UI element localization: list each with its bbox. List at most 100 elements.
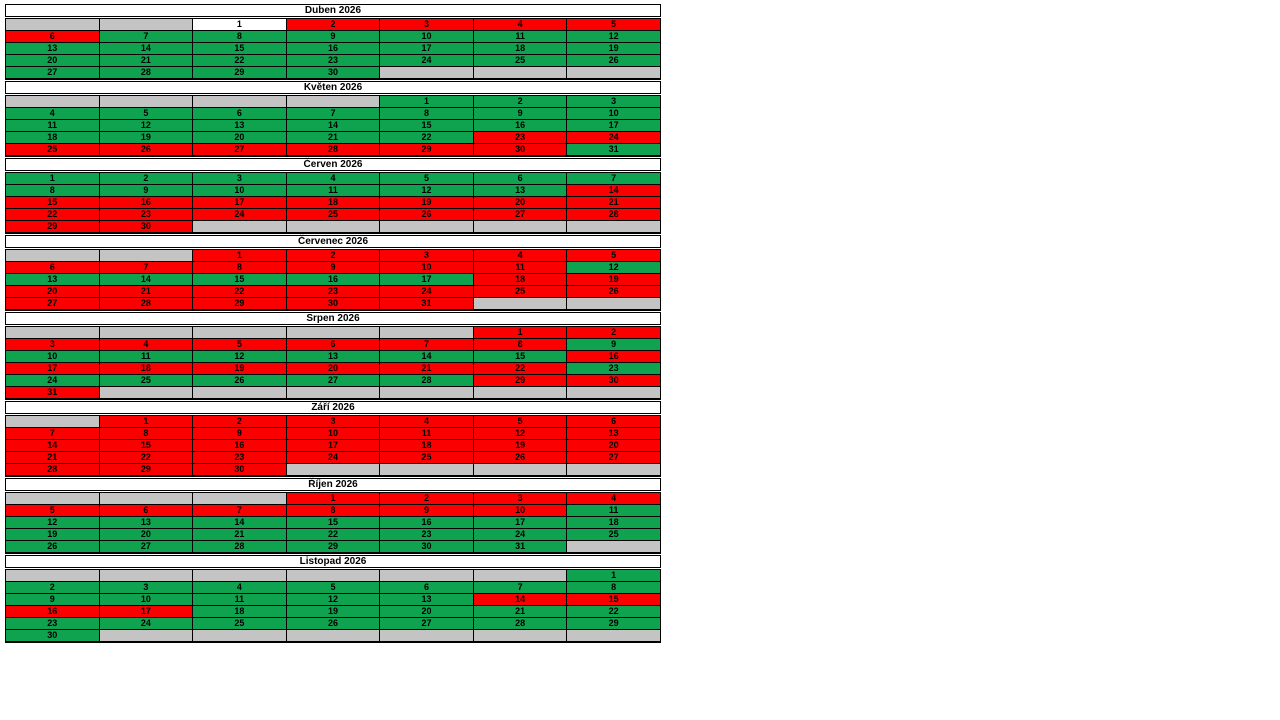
day-cell[interactable]: 6 [5, 30, 100, 43]
month-title[interactable]: Listopad 2026 [5, 555, 661, 568]
day-cell[interactable]: 14 [192, 516, 287, 529]
empty-cell[interactable] [379, 569, 474, 582]
day-cell[interactable]: 29 [566, 617, 661, 630]
empty-cell[interactable] [285, 463, 381, 477]
day-cell[interactable]: 18 [472, 273, 568, 286]
empty-cell[interactable] [379, 66, 474, 80]
day-cell[interactable]: 25 [566, 528, 661, 541]
day-cell[interactable]: 6 [98, 504, 194, 517]
day-cell[interactable]: 15 [285, 516, 381, 529]
day-cell[interactable]: 7 [472, 581, 568, 594]
day-cell[interactable]: 20 [5, 54, 100, 67]
day-cell[interactable]: 28 [98, 66, 194, 80]
day-cell[interactable]: 5 [5, 504, 100, 517]
day-cell[interactable]: 15 [192, 42, 287, 55]
day-cell[interactable]: 28 [98, 297, 194, 311]
day-cell[interactable]: 7 [285, 107, 381, 120]
day-cell[interactable]: 26 [285, 617, 381, 630]
day-cell[interactable]: 30 [285, 66, 381, 80]
day-cell[interactable]: 16 [98, 196, 194, 209]
day-cell[interactable]: 24 [285, 451, 381, 464]
day-cell[interactable]: 4 [5, 107, 100, 120]
day-cell[interactable]: 10 [379, 30, 474, 43]
day-cell[interactable]: 1 [566, 569, 661, 582]
day-cell[interactable]: 2 [98, 172, 194, 185]
day-cell[interactable]: 22 [5, 208, 100, 221]
day-cell[interactable]: 27 [5, 66, 100, 80]
empty-cell[interactable] [285, 629, 381, 643]
day-cell[interactable]: 4 [566, 492, 661, 505]
day-cell[interactable]: 16 [285, 273, 381, 286]
day-cell[interactable]: 8 [192, 261, 287, 274]
day-cell[interactable]: 5 [192, 338, 287, 351]
day-cell[interactable]: 11 [98, 350, 194, 363]
day-cell[interactable]: 12 [5, 516, 100, 529]
day-cell[interactable]: 13 [285, 350, 381, 363]
empty-cell[interactable] [5, 326, 100, 339]
empty-cell[interactable] [285, 95, 381, 108]
day-cell[interactable]: 10 [285, 427, 381, 440]
day-cell[interactable]: 20 [285, 362, 381, 375]
empty-cell[interactable] [5, 95, 100, 108]
day-cell[interactable]: 11 [192, 593, 287, 606]
day-cell[interactable]: 4 [472, 249, 568, 262]
day-cell[interactable]: 5 [472, 415, 568, 428]
day-cell[interactable]: 3 [192, 172, 287, 185]
day-cell[interactable]: 24 [192, 208, 287, 221]
day-cell[interactable]: 28 [5, 463, 100, 477]
day-cell[interactable]: 15 [472, 350, 568, 363]
month-title[interactable]: Květen 2026 [5, 81, 661, 94]
empty-cell[interactable] [98, 492, 194, 505]
day-cell[interactable]: 1 [472, 326, 568, 339]
day-cell[interactable]: 13 [379, 593, 474, 606]
day-cell[interactable]: 15 [5, 196, 100, 209]
day-cell[interactable]: 30 [192, 463, 287, 477]
day-cell[interactable]: 26 [192, 374, 287, 387]
day-cell[interactable]: 2 [379, 492, 474, 505]
empty-cell[interactable] [192, 326, 287, 339]
day-cell[interactable]: 8 [285, 504, 381, 517]
day-cell[interactable]: 9 [98, 184, 194, 197]
day-cell[interactable]: 25 [472, 285, 568, 298]
day-cell[interactable]: 17 [5, 362, 100, 375]
day-cell[interactable]: 23 [285, 54, 381, 67]
day-cell[interactable]: 25 [98, 374, 194, 387]
day-cell[interactable]: 17 [566, 119, 661, 132]
empty-cell[interactable] [566, 463, 661, 477]
day-cell[interactable]: 16 [192, 439, 287, 452]
day-cell[interactable]: 21 [192, 528, 287, 541]
day-cell[interactable]: 12 [192, 350, 287, 363]
empty-cell[interactable] [192, 386, 287, 400]
day-cell[interactable]: 13 [566, 427, 661, 440]
day-cell[interactable]: 27 [566, 451, 661, 464]
day-cell[interactable]: 28 [472, 617, 568, 630]
day-cell[interactable]: 6 [192, 107, 287, 120]
empty-cell[interactable] [5, 249, 100, 262]
day-cell[interactable]: 15 [192, 273, 287, 286]
empty-cell[interactable] [98, 326, 194, 339]
day-cell[interactable]: 7 [379, 338, 474, 351]
day-cell[interactable]: 1 [98, 415, 194, 428]
day-cell[interactable]: 17 [192, 196, 287, 209]
day-cell[interactable]: 25 [5, 143, 100, 157]
empty-cell[interactable] [472, 629, 568, 643]
day-cell[interactable]: 27 [98, 540, 194, 554]
day-cell[interactable]: 14 [98, 42, 194, 55]
day-cell[interactable]: 18 [5, 131, 100, 144]
empty-cell[interactable] [472, 386, 568, 400]
day-cell[interactable]: 21 [379, 362, 474, 375]
empty-cell[interactable] [472, 463, 568, 477]
day-cell[interactable]: 12 [98, 119, 194, 132]
day-cell[interactable]: 22 [98, 451, 194, 464]
empty-cell[interactable] [192, 492, 287, 505]
day-cell[interactable]: 17 [379, 42, 474, 55]
day-cell[interactable]: 17 [379, 273, 474, 286]
day-cell[interactable]: 11 [5, 119, 100, 132]
day-cell[interactable]: 25 [192, 617, 287, 630]
day-cell[interactable]: 3 [379, 249, 474, 262]
day-cell[interactable]: 21 [285, 131, 381, 144]
day-cell[interactable]: 10 [566, 107, 661, 120]
day-cell[interactable]: 29 [472, 374, 568, 387]
day-cell[interactable]: 4 [285, 172, 381, 185]
day-cell[interactable]: 23 [285, 285, 381, 298]
